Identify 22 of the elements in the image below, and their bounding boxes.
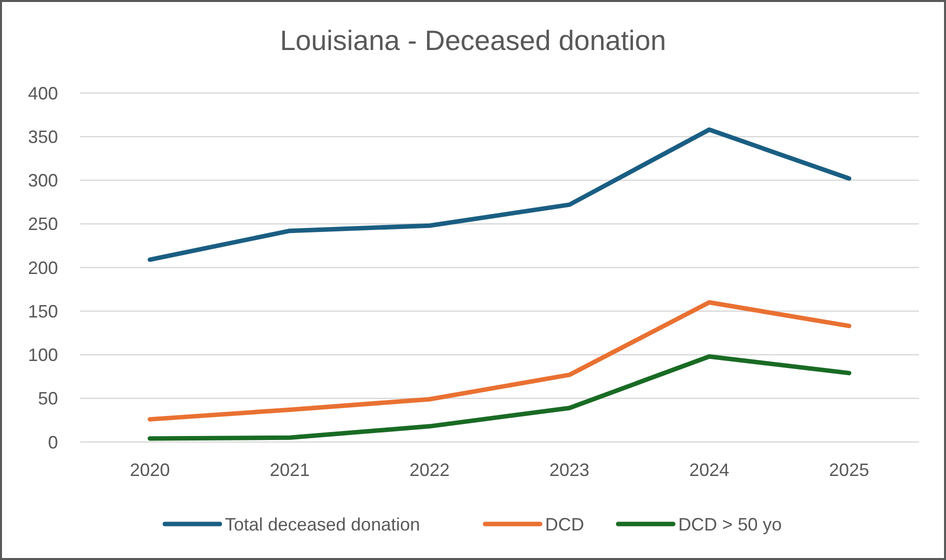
legend-label: Total deceased donation <box>224 514 420 534</box>
line-series <box>148 127 852 262</box>
y-tick-label: 150 <box>28 301 58 322</box>
y-tick-label: 250 <box>28 214 58 234</box>
x-tick-label: 2024 <box>689 460 730 480</box>
x-tick-label: 2022 <box>410 460 450 480</box>
line-series <box>148 354 852 441</box>
y-tick-label: 100 <box>28 345 58 366</box>
y-tick-label: 400 <box>28 83 58 104</box>
y-tick-label: 0 <box>48 432 58 452</box>
line-series <box>148 300 852 422</box>
chart-title: Louisiana - Deceased donation <box>280 25 666 56</box>
x-tick-label: 2025 <box>829 460 870 480</box>
y-tick-label: 200 <box>28 258 58 278</box>
y-tick-label: 300 <box>28 170 58 191</box>
x-tick-label: 2020 <box>130 460 170 480</box>
y-tick-label: 50 <box>38 388 58 409</box>
x-tick-label: 2023 <box>549 460 590 480</box>
legend-label: DCD <box>545 514 584 534</box>
y-tick-label: 350 <box>28 126 58 147</box>
legend-label: DCD > 50 yo <box>678 514 782 534</box>
x-tick-label: 2021 <box>270 460 310 480</box>
